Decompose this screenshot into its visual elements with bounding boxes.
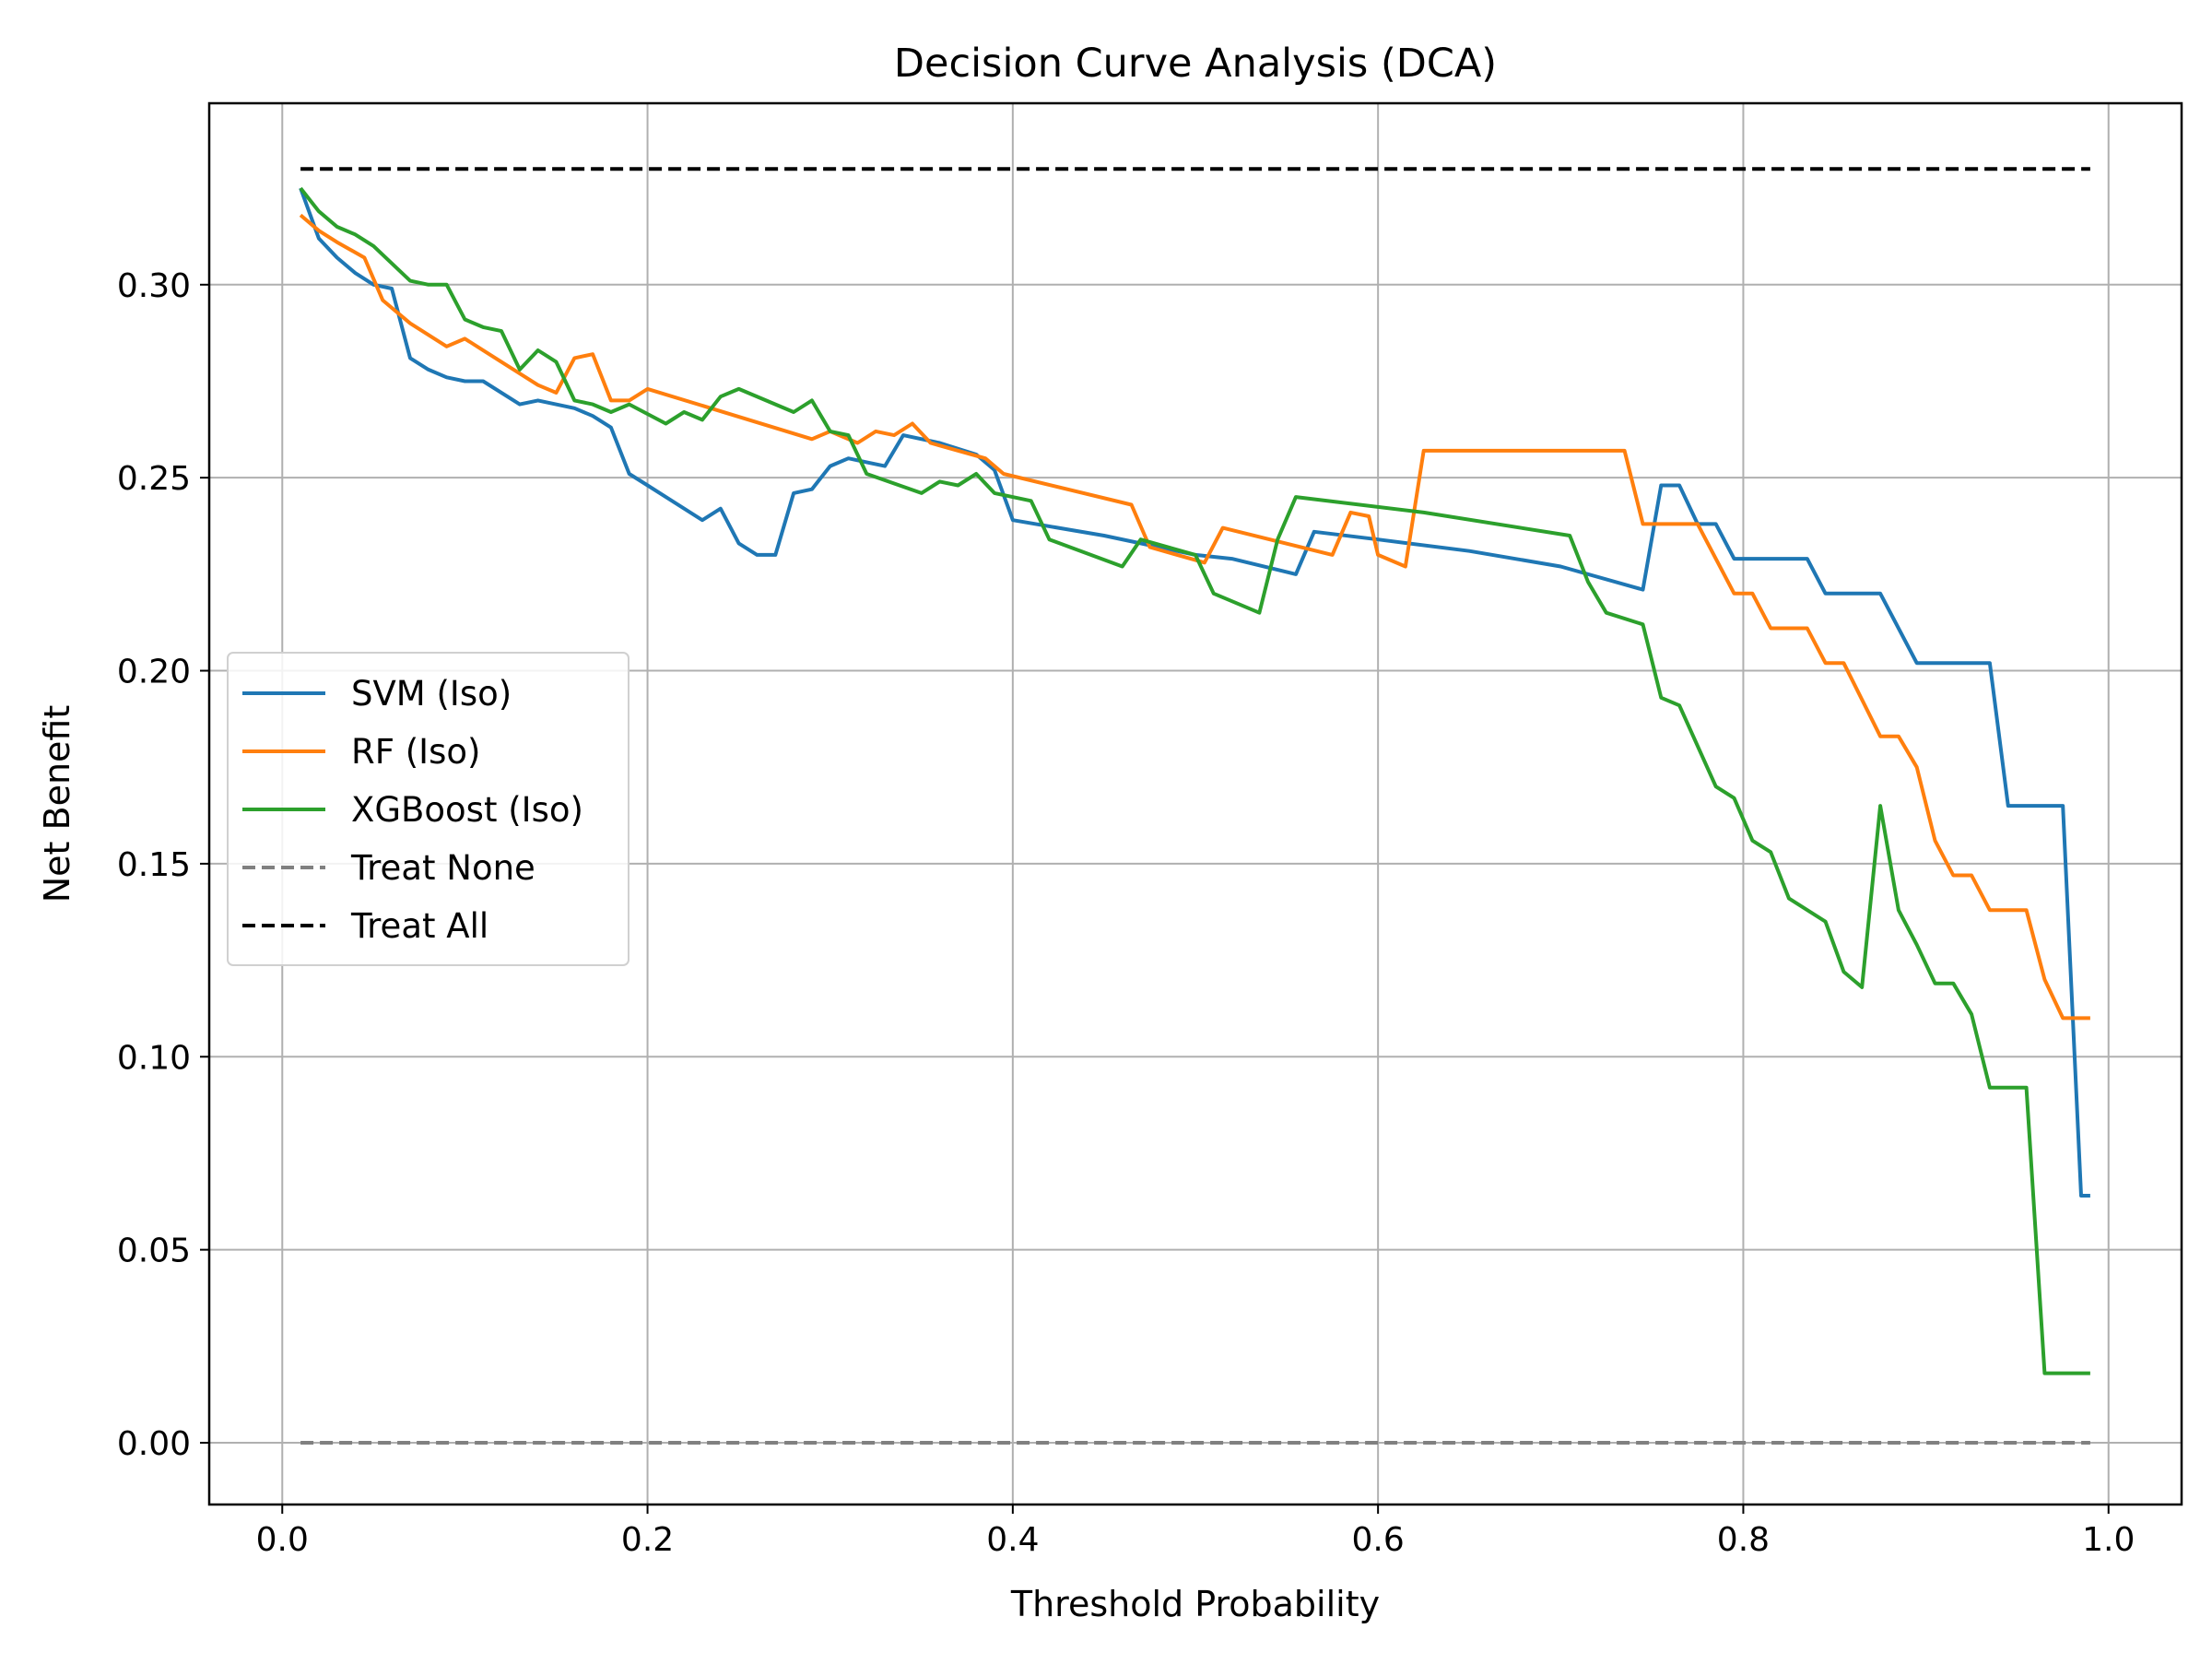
axis-ticks: 0.0 0.2 0.4 0.6 0.8 1.0 0.00 0.05 0.10 0.15 0.20 0.… xyxy=(117,267,2136,1559)
y-tick-label: 0.15 xyxy=(117,846,191,884)
y-tick-label: 0.30 xyxy=(117,267,191,305)
series-line-svm-iso xyxy=(299,187,2090,1198)
y-tick-label: 0.05 xyxy=(117,1233,191,1270)
series-line-rf-iso xyxy=(299,213,2090,1021)
y-axis-label: Net Benefit xyxy=(37,705,77,903)
y-tick-label: 0.25 xyxy=(117,460,191,498)
legend-label-treat-all: Treat All xyxy=(350,906,488,946)
series-lines xyxy=(299,167,2090,1445)
grid xyxy=(209,103,2182,1505)
legend-label-rf-iso: RF (Iso) xyxy=(351,732,480,772)
y-tick-label: 0.10 xyxy=(117,1039,191,1077)
x-tick-label: 1.0 xyxy=(2082,1521,2135,1559)
x-tick-label: 0.8 xyxy=(1717,1521,1770,1559)
x-tick-label: 0.4 xyxy=(986,1521,1039,1559)
legend-label-svm-iso: SVM (Iso) xyxy=(351,674,512,714)
x-tick-label: 0.0 xyxy=(256,1521,309,1559)
y-tick-label: 0.00 xyxy=(117,1425,191,1463)
x-tick-label: 0.6 xyxy=(1352,1521,1405,1559)
x-axis-label: Threshold Probability xyxy=(1010,1584,1380,1624)
legend: SVM (Iso) RF (Iso) XGBoost (Iso) Treat None… xyxy=(227,652,629,966)
legend-label-xgboost-iso: XGBoost (Iso) xyxy=(351,790,583,830)
legend-box xyxy=(227,652,629,966)
y-tick-label: 0.20 xyxy=(117,654,191,691)
chart-title: Decision Curve Analysis (DCA) xyxy=(894,41,1497,87)
series-line-xgboost-iso xyxy=(299,186,2090,1375)
plot-frame xyxy=(207,101,2183,1506)
x-tick-label: 0.2 xyxy=(621,1521,674,1559)
legend-label-treat-none: Treat None xyxy=(350,848,535,888)
